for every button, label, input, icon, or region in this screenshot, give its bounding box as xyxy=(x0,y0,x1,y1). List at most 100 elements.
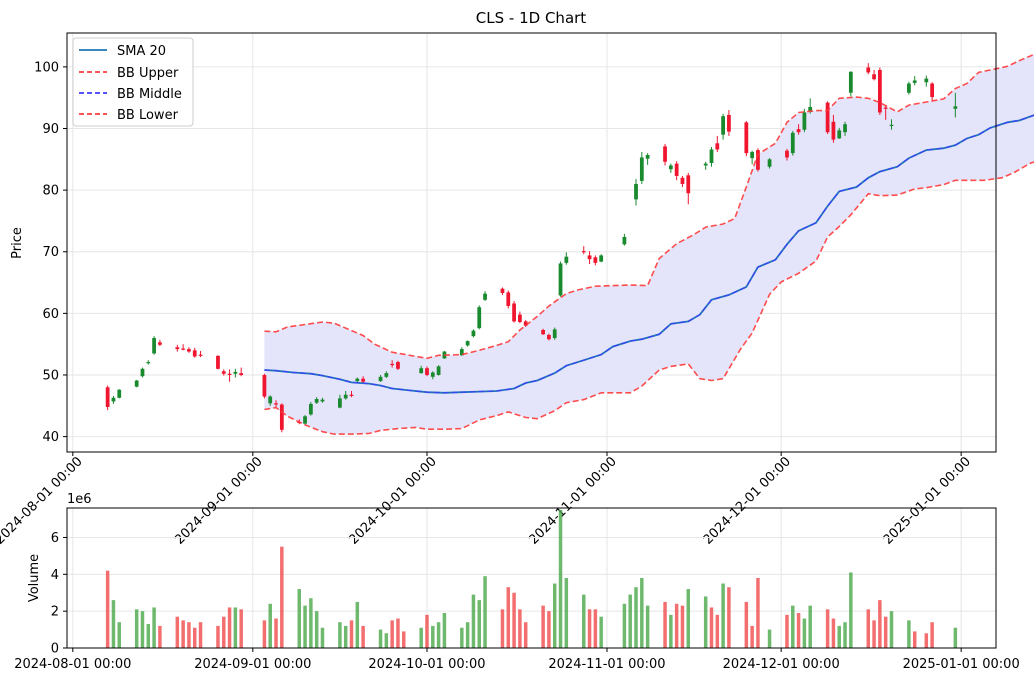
volume-bar xyxy=(239,609,243,648)
price-y-axis: 40 50 60 70 80 90 100 xyxy=(34,60,67,445)
volume-bar xyxy=(134,609,139,648)
candle xyxy=(587,251,592,265)
volume-y-tick-label: 6 xyxy=(51,531,59,546)
candle-body xyxy=(848,71,853,93)
candle-body xyxy=(274,403,278,405)
volume-bar xyxy=(483,576,487,648)
volume-bar xyxy=(355,601,360,648)
candle xyxy=(715,135,720,152)
volume-bar xyxy=(419,627,423,648)
candle-body xyxy=(883,107,888,109)
volume-bar xyxy=(181,620,185,648)
candlestick-series xyxy=(105,63,958,433)
candle xyxy=(152,336,156,355)
volume-bar xyxy=(152,607,156,648)
volume-bar xyxy=(460,627,464,648)
candle xyxy=(837,127,842,139)
volume-bar xyxy=(233,607,238,648)
candle-body xyxy=(175,347,180,350)
volume-bar xyxy=(547,611,551,648)
volume-bar xyxy=(117,622,121,648)
volume-bar xyxy=(105,570,110,648)
volume-bar xyxy=(645,605,650,648)
volume-bar xyxy=(396,618,400,648)
candle-body xyxy=(227,373,232,375)
volume-bar xyxy=(552,583,557,648)
candle xyxy=(396,360,400,371)
candle xyxy=(338,394,342,409)
candle-body xyxy=(500,288,505,294)
candle xyxy=(471,329,476,338)
volume-bar xyxy=(825,609,830,648)
volume-bar xyxy=(425,614,429,648)
candle xyxy=(686,172,691,205)
candle xyxy=(825,101,830,135)
candle-body xyxy=(831,121,836,140)
legend-item-bb-lower: BB Lower xyxy=(79,108,179,123)
candle-body xyxy=(436,366,441,375)
volume-bar xyxy=(953,627,958,648)
candle xyxy=(192,347,197,358)
candle-body xyxy=(924,78,929,83)
candle xyxy=(541,328,545,335)
volume-bar xyxy=(930,622,934,648)
candle-body xyxy=(279,404,284,430)
volume-bar xyxy=(222,616,226,648)
candle-body xyxy=(303,416,307,424)
candle-body xyxy=(146,362,151,364)
candle-body xyxy=(912,80,917,83)
volume-bar xyxy=(599,616,603,648)
candle-body xyxy=(518,314,522,322)
candle-body xyxy=(727,114,731,132)
candle-body xyxy=(117,389,122,398)
volume-bar xyxy=(431,625,435,648)
candle xyxy=(750,150,755,165)
volume-bar xyxy=(843,622,847,648)
price-y-axis-label: Price xyxy=(10,227,25,259)
candle xyxy=(105,385,110,411)
candle xyxy=(518,311,522,324)
candle xyxy=(523,320,528,327)
candle xyxy=(552,327,557,340)
candle-body xyxy=(523,321,528,326)
candle xyxy=(907,81,911,95)
volume-bar xyxy=(831,618,836,648)
candle-body xyxy=(558,263,563,296)
volume-bar xyxy=(349,620,354,648)
volume-bar xyxy=(582,594,586,648)
volume-bar xyxy=(744,601,749,648)
candle-body xyxy=(541,329,545,335)
candle xyxy=(425,366,429,377)
volume-bar xyxy=(111,600,116,648)
volume-bar xyxy=(274,618,278,648)
volume-bar xyxy=(303,605,307,648)
candle xyxy=(930,82,935,102)
volume-bar xyxy=(849,572,853,648)
volume-bar xyxy=(262,620,267,648)
volume-bar xyxy=(924,633,929,648)
price-y-tick-label: 70 xyxy=(42,245,59,260)
candle xyxy=(140,367,145,378)
candle-body xyxy=(506,292,511,306)
bb-middle-line xyxy=(264,114,1034,394)
candle xyxy=(831,114,836,143)
candle-body xyxy=(825,102,830,133)
volume-x-tick-label: 2024-10-01 00:00 xyxy=(368,657,485,672)
volume-bar xyxy=(715,614,720,648)
candle xyxy=(703,161,708,170)
candle xyxy=(343,390,348,400)
candle xyxy=(785,148,789,161)
candle-body xyxy=(378,376,383,382)
candle xyxy=(279,403,284,433)
bb-upper-line xyxy=(264,53,1034,360)
candle xyxy=(146,360,151,365)
candle xyxy=(233,368,238,378)
volume-bar xyxy=(361,625,365,648)
bb-lower-line xyxy=(264,161,1034,435)
candle-body xyxy=(419,368,424,374)
volume-x-tick-label: 2024-08-01 00:00 xyxy=(14,657,131,672)
volume-bar xyxy=(541,605,545,648)
volume-bar xyxy=(912,631,917,648)
legend-label-bb-lower: BB Lower xyxy=(117,108,179,123)
